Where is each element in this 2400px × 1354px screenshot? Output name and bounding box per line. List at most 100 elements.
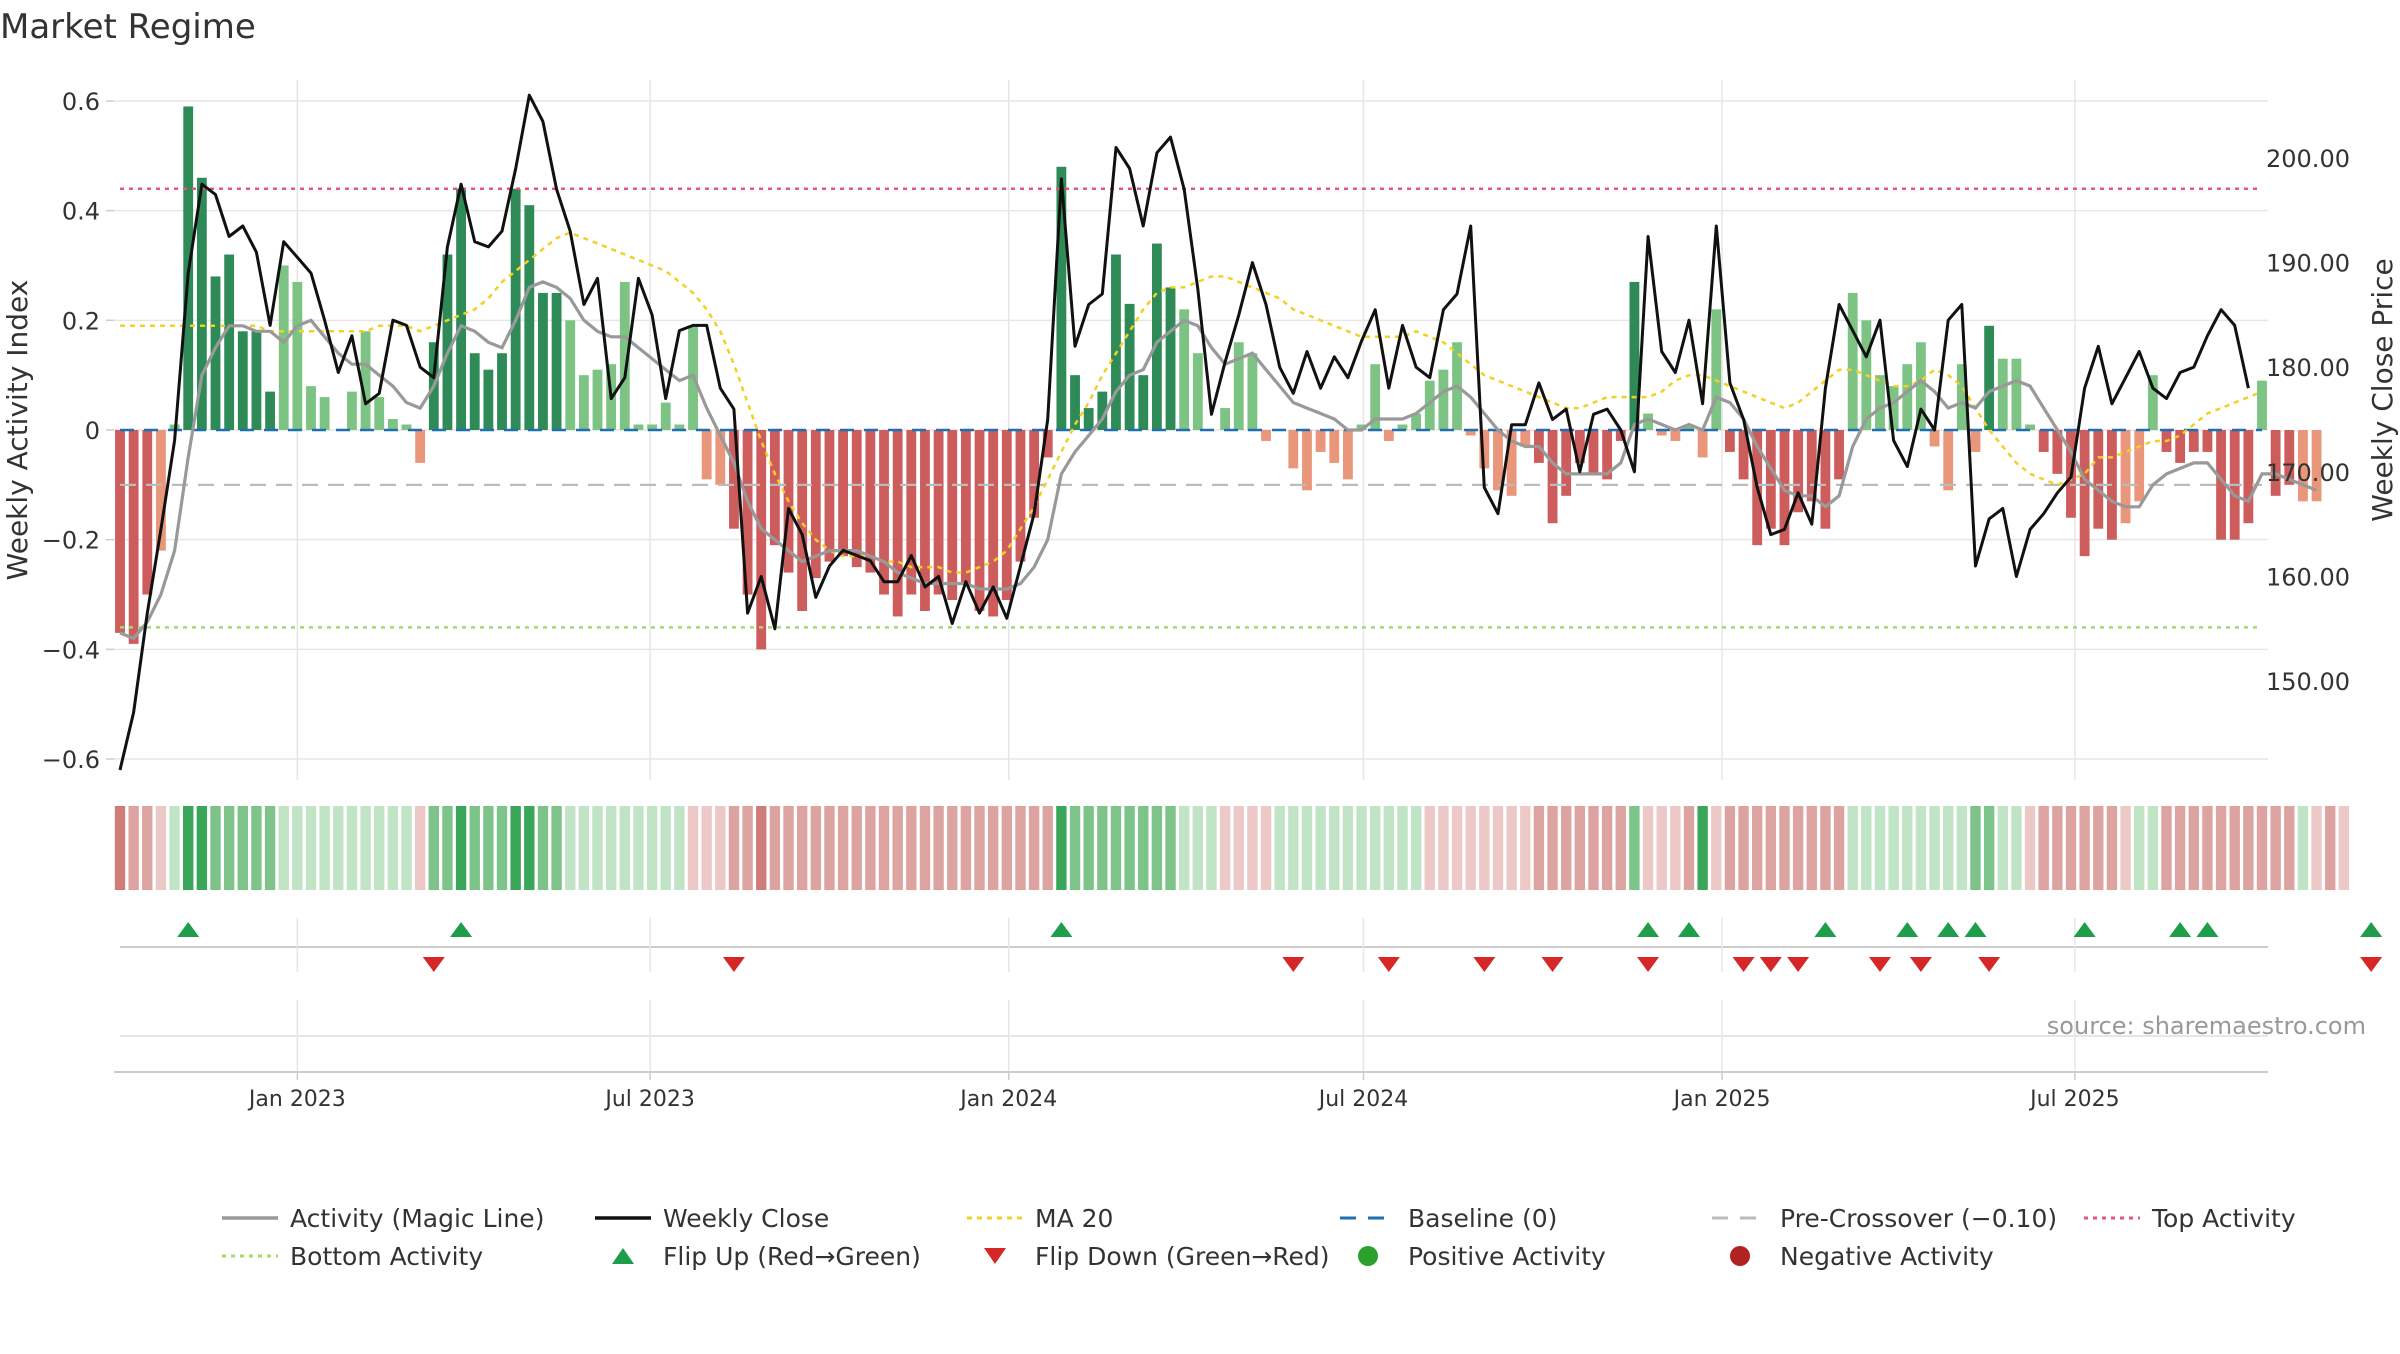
flip-down-marker <box>1637 957 1660 972</box>
activity-bar <box>1042 430 1053 458</box>
activity-bar <box>265 391 275 430</box>
regime-cell <box>1533 806 1545 890</box>
regime-cell <box>906 806 917 890</box>
regime-cell <box>1260 806 1272 890</box>
activity-bar <box>729 430 739 529</box>
activity-bar <box>797 430 808 611</box>
activity-bar <box>906 430 917 595</box>
regime-cell <box>2202 806 2213 890</box>
regime-cell <box>851 806 862 890</box>
regime-cell <box>2147 806 2159 890</box>
regime-cell <box>1683 806 1695 890</box>
left-tick-label: 0 <box>85 417 100 445</box>
regime-cell <box>1438 806 1449 890</box>
left-axis-label: Weekly Activity Index <box>1 280 34 581</box>
activity-bar <box>715 430 726 485</box>
regime-cell <box>1315 806 1326 890</box>
right-tick-label: 160.00 <box>2266 563 2350 591</box>
regime-cell <box>1779 806 1790 890</box>
regime-cell <box>237 806 248 890</box>
activity-bar <box>2257 380 2267 430</box>
regime-cell <box>1970 806 1981 890</box>
regime-cell <box>169 806 180 890</box>
flip-down-marker <box>1868 957 1891 972</box>
regime-cell <box>605 806 617 890</box>
activity-bar <box>387 419 398 430</box>
regime-cell <box>947 806 958 890</box>
regime-cell <box>319 806 330 890</box>
axes: 0.6 0.4 0.2 0 −0.2 −0.4 −0.6 Weekly Activity In… <box>1 88 2399 774</box>
regime-cell <box>2229 806 2240 890</box>
activity-bar <box>1261 430 1271 441</box>
regime-cell <box>196 806 208 890</box>
main-plot <box>115 93 2322 771</box>
regime-cell <box>578 806 590 890</box>
regime-cell <box>333 806 344 890</box>
regime-cell <box>1888 806 1899 890</box>
regime-cell <box>878 806 890 890</box>
regime-cell <box>1847 806 1858 890</box>
flip-up-marker <box>1814 922 1837 937</box>
activity-bar <box>578 375 589 430</box>
regime-cell <box>1356 806 1367 890</box>
right-tick-label: 180.00 <box>2266 354 2350 382</box>
activity-bar <box>347 391 357 430</box>
regime-cell <box>646 806 658 890</box>
activity-bar <box>1943 430 1954 491</box>
regime-cell <box>264 806 276 890</box>
regime-cell <box>1288 806 1299 890</box>
left-tick-label: −0.4 <box>42 636 100 664</box>
activity-bar <box>1929 430 1940 447</box>
regime-cell <box>728 806 740 890</box>
activity-bar <box>647 424 658 430</box>
regime-cell <box>428 806 439 890</box>
activity-bar <box>2284 430 2295 485</box>
activity-bar <box>524 205 535 430</box>
regime-cell <box>837 806 849 890</box>
regime-cell <box>2106 806 2118 890</box>
flip-panel <box>120 918 2383 972</box>
regime-cell <box>1151 806 1163 890</box>
activity-bar <box>1902 364 1913 430</box>
activity-bar <box>1165 287 1176 430</box>
regime-cell <box>1165 806 1176 890</box>
regime-cell <box>1219 806 1231 890</box>
regime-cell <box>114 806 126 890</box>
activity-bar <box>619 281 630 430</box>
activity-bar <box>1834 430 1844 480</box>
regime-cell <box>455 806 467 890</box>
activity-bar <box>1192 353 1203 430</box>
regime-cell <box>2311 806 2322 890</box>
activity-bar <box>1984 325 1995 430</box>
activity-bar <box>292 281 303 430</box>
regime-cell <box>292 806 303 890</box>
regime-cell <box>2174 806 2186 890</box>
regime-cell <box>305 806 317 890</box>
activity-bar <box>251 331 262 430</box>
activity-bar <box>2188 430 2199 452</box>
left-tick-label: −0.2 <box>42 527 100 555</box>
regime-cell <box>442 806 453 890</box>
activity-bar <box>2298 430 2308 502</box>
flip-up-marker <box>1896 922 1919 937</box>
regime-cell <box>1656 806 1667 890</box>
regime-cell <box>1015 806 1026 890</box>
flip-down-marker <box>1282 957 1305 972</box>
activity-bar <box>469 353 480 430</box>
regime-cell <box>1492 806 1504 890</box>
activity-magic-line <box>119 280 2318 641</box>
activity-bar <box>2311 430 2322 502</box>
activity-bar <box>1847 292 1858 430</box>
activity-bar <box>2175 430 2186 463</box>
activity-bar <box>1997 358 2008 430</box>
regime-cell <box>933 806 944 890</box>
activity-bar <box>1697 430 1708 458</box>
activity-bar <box>960 430 971 584</box>
activity-bar <box>1888 386 1899 430</box>
legend-label: MA 20 <box>1035 1204 1113 1233</box>
regime-cell <box>1765 806 1777 890</box>
regime-cell <box>1397 806 1408 890</box>
regime-cell <box>1124 806 1135 890</box>
regime-cell <box>1465 806 1476 890</box>
